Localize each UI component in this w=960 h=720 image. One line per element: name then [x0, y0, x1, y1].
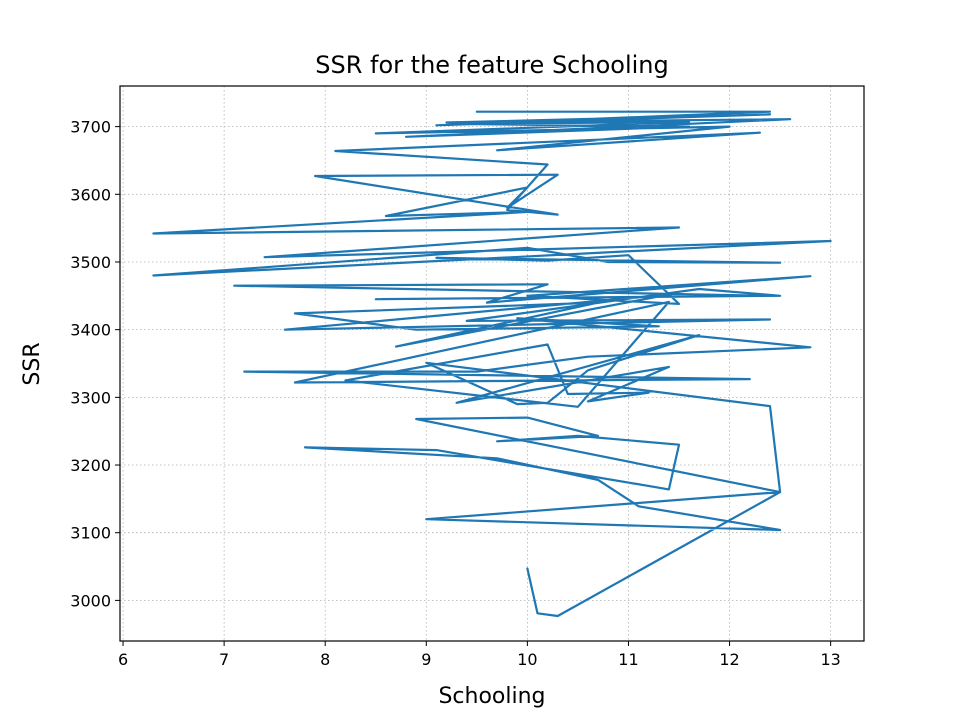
x-tick-label: 12	[719, 650, 739, 669]
y-axis-label: SSR	[20, 342, 45, 385]
y-tick-label: 3500	[70, 253, 111, 272]
x-tick-label: 13	[820, 650, 840, 669]
x-tick-label: 10	[517, 650, 537, 669]
x-axis: 6 7 8 9 10 11 12 13	[118, 641, 841, 669]
plot-frame	[119, 85, 865, 642]
y-tick-label: 3600	[70, 185, 111, 204]
x-tick-label: 9	[421, 650, 431, 669]
y-tick-label: 3400	[70, 321, 111, 340]
y-tick-label: 3200	[70, 456, 111, 475]
series-layer	[152, 110, 832, 618]
y-tick-label: 3300	[70, 388, 111, 407]
y-tick-label: 3100	[70, 524, 111, 543]
x-axis-label: Schooling	[438, 684, 545, 709]
chart-title: SSR for the feature Schooling	[315, 51, 668, 79]
y-tick-label: 3700	[70, 118, 111, 137]
x-tick-label: 6	[118, 650, 128, 669]
x-tick-label: 7	[219, 650, 229, 669]
x-tick-label: 8	[320, 650, 330, 669]
y-tick-label: 3000	[70, 591, 111, 610]
x-tick-label: 11	[618, 650, 638, 669]
y-axis: 3000 3100 3200 3300 3400 3500 3600 3700	[70, 118, 120, 610]
series-line-0	[152, 110, 832, 618]
